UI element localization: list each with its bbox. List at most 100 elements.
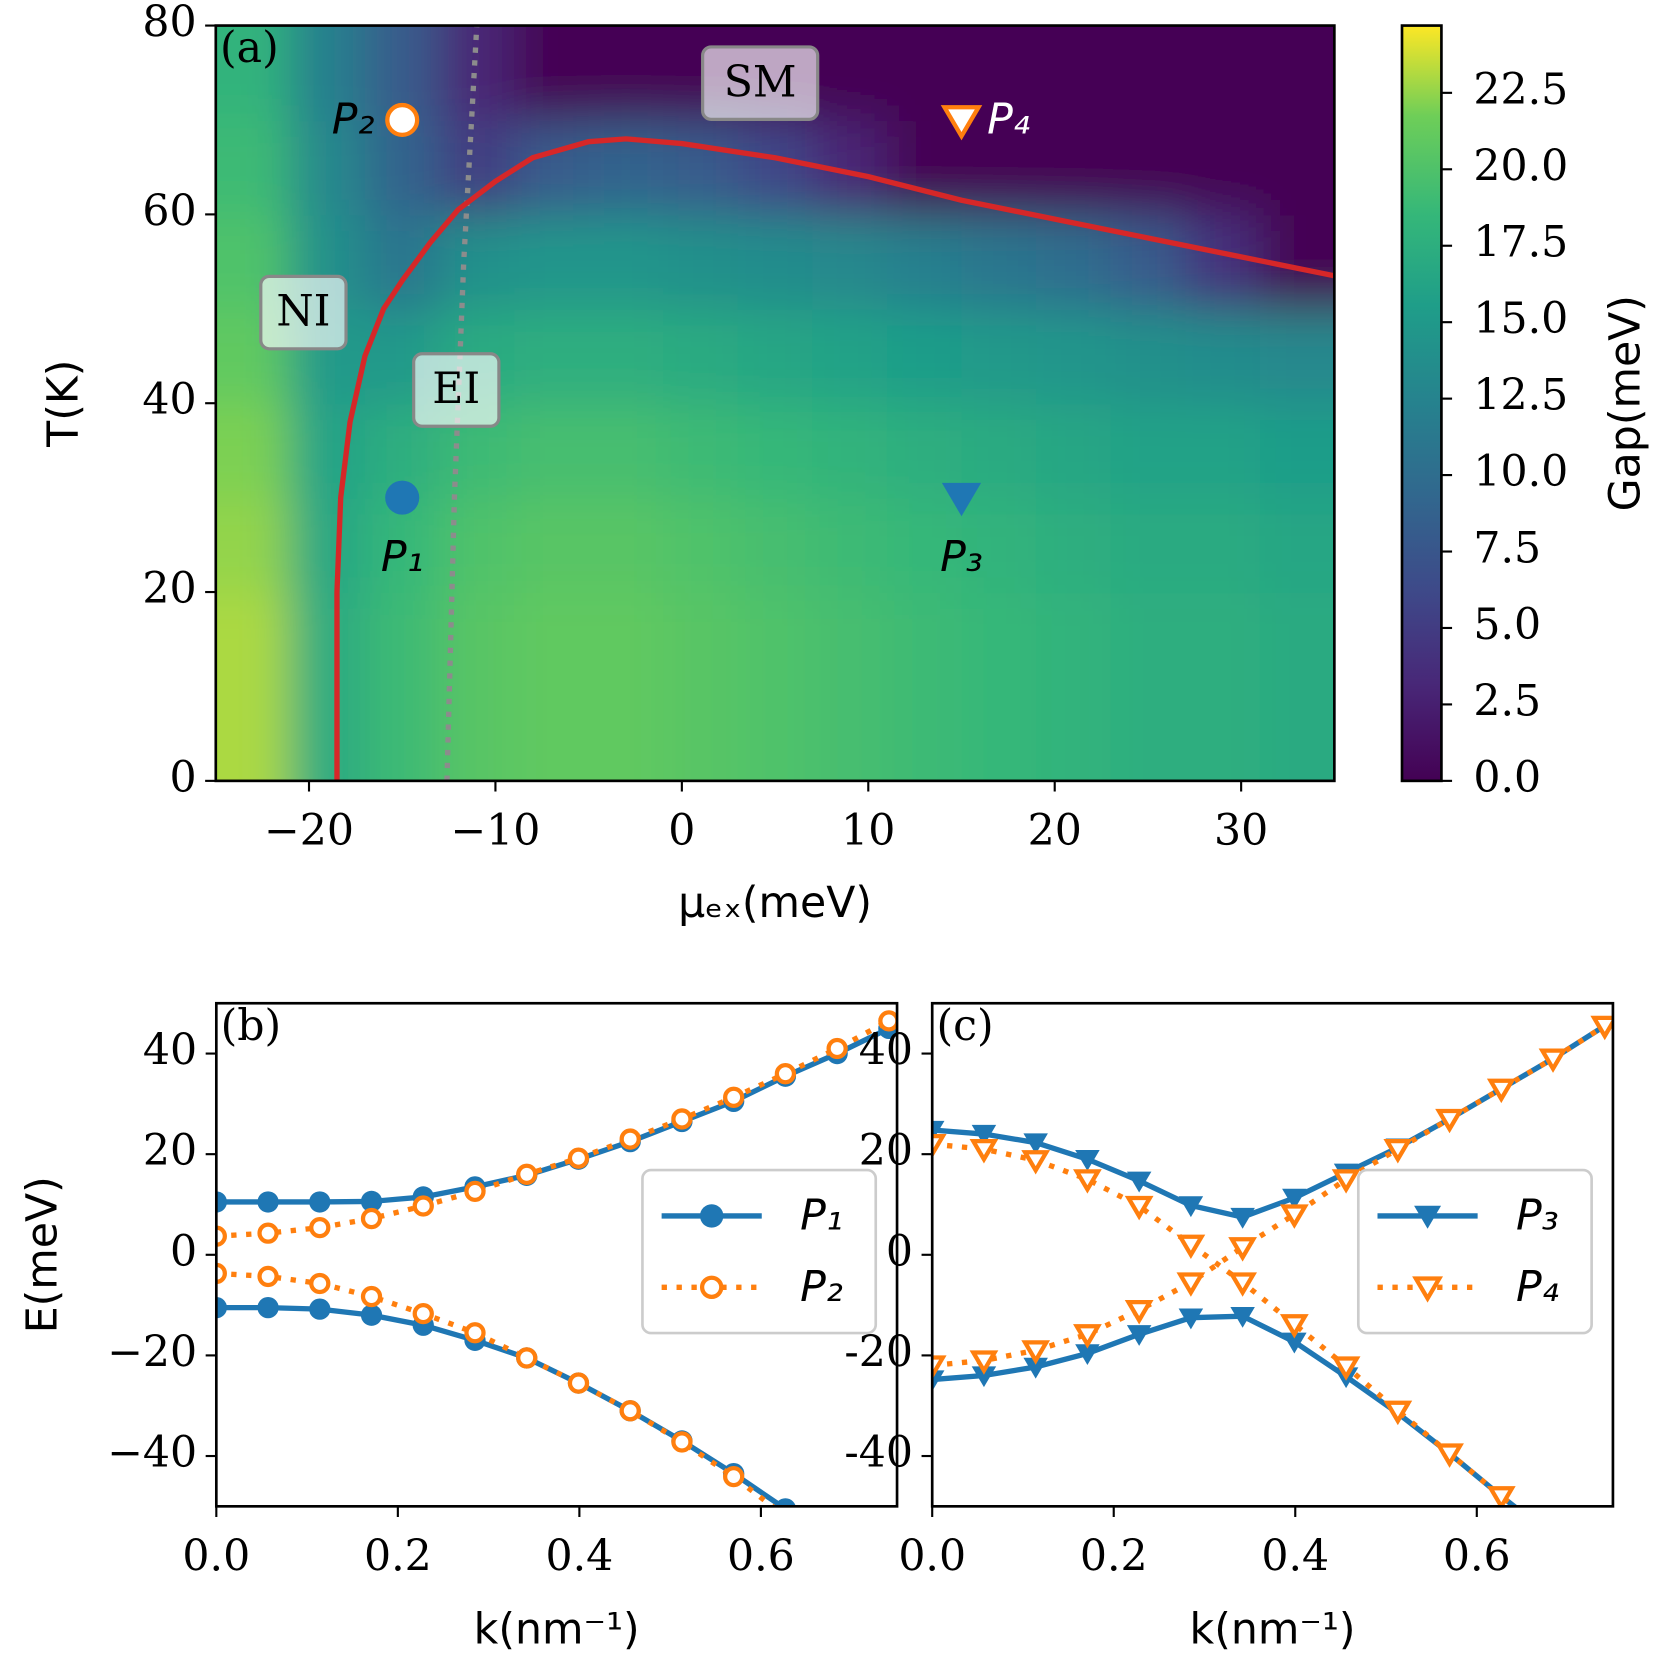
heatmap-cell — [588, 119, 665, 216]
y-tick-label: 0 — [169, 753, 196, 803]
heatmap-cell — [215, 119, 292, 216]
legend-label: P₂ — [800, 1262, 843, 1312]
marker — [1331, 1169, 1361, 1194]
heatmap-cell — [1259, 25, 1335, 122]
heatmap-cell — [439, 214, 516, 310]
heatmap-cell — [514, 403, 590, 499]
point-marker — [941, 482, 982, 517]
heatmap-cell — [737, 308, 814, 405]
heatmap-cell — [737, 119, 814, 216]
y-tick-label: 20 — [143, 1126, 197, 1176]
marker — [309, 1272, 331, 1295]
heatmap-cell — [290, 25, 366, 122]
heatmap-cell — [1259, 119, 1335, 216]
point-marker — [940, 105, 983, 141]
marker — [1178, 1196, 1204, 1218]
marker — [309, 1191, 331, 1213]
marker — [1331, 1356, 1361, 1381]
marker — [829, 1548, 846, 1565]
heatmap-cell — [812, 308, 888, 405]
heatmap-cell — [1110, 686, 1187, 781]
marker — [781, 1505, 789, 1507]
heatmap-cell — [514, 308, 590, 405]
marker — [1228, 1237, 1257, 1262]
heatmap-cell — [1185, 214, 1261, 310]
x-tick-label: 0.2 — [1080, 1532, 1148, 1582]
marker — [1023, 1133, 1048, 1155]
heatmap-cell — [961, 119, 1038, 216]
heatmap-cell — [886, 497, 963, 594]
y-tick-label: −40 — [107, 1428, 197, 1478]
heatmap-cell — [1259, 497, 1335, 594]
colorbar-tick-label: 15.0 — [1473, 294, 1568, 344]
colorbar-tick-label: 2.5 — [1473, 676, 1541, 726]
heatmap-cell — [961, 403, 1038, 499]
y-tick-label: 0 — [170, 1227, 197, 1277]
x-axis-label: k(nm⁻¹) — [474, 1605, 640, 1655]
marker — [971, 1366, 997, 1388]
heatmap-cell — [961, 214, 1038, 310]
x-tick-label: 0.6 — [727, 1532, 795, 1582]
heatmap-cell — [886, 592, 963, 688]
marker — [216, 1225, 227, 1247]
panel-label: (a) — [220, 23, 279, 73]
colorbar-tick-label: 22.5 — [1473, 65, 1568, 115]
heatmap-cell — [588, 403, 665, 499]
heatmap-cell — [364, 25, 441, 122]
marker — [1124, 1300, 1154, 1325]
marker — [1230, 1207, 1255, 1229]
point-label: P₃ — [940, 532, 983, 582]
heatmap-cell — [737, 686, 814, 781]
legend-box — [641, 1168, 878, 1335]
plot-area — [932, 1015, 1615, 1587]
marker — [1279, 1314, 1309, 1339]
y-tick-label: 40 — [143, 1026, 197, 1076]
y-tick-label: 40 — [859, 1026, 913, 1076]
x-axis-label: μₑₓ(meV) — [678, 878, 872, 928]
marker — [723, 1086, 745, 1108]
marker — [1541, 1527, 1566, 1548]
marker — [1590, 1015, 1613, 1041]
heatmap-cell — [1259, 592, 1335, 688]
heatmap-cell — [290, 119, 366, 216]
colorbar-tick-label: 10.0 — [1473, 447, 1568, 497]
marker — [619, 1400, 641, 1422]
y-tick-label: 80 — [142, 0, 196, 48]
region-box — [412, 352, 501, 428]
heatmap-cell — [1185, 308, 1261, 405]
phase-boundary — [334, 136, 1335, 781]
x-tick-label: 20 — [1028, 806, 1082, 856]
marker — [1073, 1324, 1102, 1349]
marker — [1538, 1048, 1568, 1073]
marker — [826, 1536, 847, 1557]
marker — [1279, 1204, 1309, 1229]
marker — [412, 1195, 434, 1217]
marker — [932, 1355, 947, 1380]
heatmap-cell — [663, 308, 739, 405]
marker — [1594, 1569, 1615, 1587]
heatmap-cell — [588, 592, 665, 688]
heatmap-cell — [1259, 686, 1335, 781]
y-tick-label: -20 — [844, 1327, 913, 1377]
heatmap-cell — [1185, 497, 1261, 594]
panel-label: (c) — [936, 1001, 993, 1051]
heatmap-cell — [1110, 497, 1187, 594]
heatmap-cell — [588, 497, 665, 594]
region-box — [259, 274, 348, 351]
marker — [1073, 1169, 1102, 1194]
heatmap-cell — [1110, 214, 1187, 310]
heatmap-cell — [1110, 119, 1187, 216]
marker — [1486, 1078, 1516, 1104]
marker — [723, 1466, 745, 1488]
legend-label: P₃ — [1516, 1191, 1559, 1241]
heatmap-cell — [588, 308, 665, 405]
heatmap-cell — [961, 592, 1038, 688]
heatmap-cell — [1185, 25, 1261, 122]
heatmap-cell — [215, 403, 292, 499]
heatmap-cell — [514, 119, 590, 216]
heatmap-cell — [215, 592, 292, 688]
x-axis-label: k(nm⁻¹) — [1190, 1605, 1356, 1655]
heatmap-cell — [514, 592, 590, 688]
heatmap-cell — [514, 497, 590, 594]
marker — [257, 1296, 279, 1319]
